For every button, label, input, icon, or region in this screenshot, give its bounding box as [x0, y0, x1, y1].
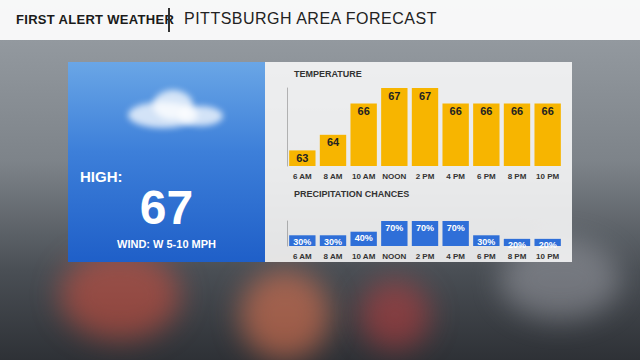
svg-text:66: 66 [511, 105, 523, 117]
svg-text:66: 66 [480, 105, 492, 117]
svg-text:67: 67 [388, 90, 400, 102]
svg-text:70%: 70% [385, 223, 403, 233]
html-text:FIRST ALERT WEATHER: FIRST ALERT WEATHER [16, 12, 175, 27]
html-text:WIND: W 5-10 MPH: WIND: W 5-10 MPH [117, 238, 216, 250]
svg-text:10 PM: 10 PM [536, 172, 559, 181]
svg-text:PRECIPITATION CHANCES: PRECIPITATION CHANCES [294, 189, 409, 199]
svg-text:8 AM: 8 AM [324, 252, 343, 261]
svg-text:66: 66 [450, 105, 462, 117]
svg-text:4 PM: 4 PM [446, 172, 465, 181]
svg-text:63: 63 [296, 152, 308, 164]
html-text:67: 67 [139, 181, 194, 234]
svg-text:10 AM: 10 AM [352, 172, 376, 181]
svg-text:TEMPERATURE: TEMPERATURE [294, 69, 362, 79]
svg-text:64: 64 [327, 136, 340, 148]
svg-text:70%: 70% [416, 223, 434, 233]
svg-text:2 PM: 2 PM [416, 252, 435, 261]
svg-text:6 PM: 6 PM [477, 172, 496, 181]
svg-text:66: 66 [358, 105, 370, 117]
svg-text:6 AM: 6 AM [293, 252, 312, 261]
html-text:PITTSBURGH AREA FORECAST: PITTSBURGH AREA FORECAST [184, 10, 437, 27]
svg-text:8 PM: 8 PM [508, 252, 527, 261]
svg-text:30%: 30% [293, 237, 311, 247]
svg-text:6 AM: 6 AM [293, 172, 312, 181]
svg-text:4 PM: 4 PM [446, 252, 465, 261]
svg-text:30%: 30% [477, 237, 495, 247]
svg-text:8 PM: 8 PM [508, 172, 527, 181]
svg-text:8 AM: 8 AM [324, 172, 343, 181]
svg-text:NOON: NOON [382, 252, 406, 261]
svg-text:70%: 70% [447, 223, 465, 233]
svg-text:2 PM: 2 PM [416, 172, 435, 181]
svg-text:20%: 20% [508, 240, 526, 250]
svg-text:30%: 30% [324, 237, 342, 247]
svg-text:6 PM: 6 PM [477, 252, 496, 261]
svg-text:66: 66 [542, 105, 554, 117]
svg-text:10 AM: 10 AM [352, 252, 376, 261]
svg-text:10 PM: 10 PM [536, 252, 559, 261]
svg-text:40%: 40% [355, 233, 373, 243]
svg-text:20%: 20% [539, 240, 557, 250]
svg-text:NOON: NOON [382, 172, 406, 181]
svg-text:67: 67 [419, 90, 431, 102]
html-text:HIGH:: HIGH: [80, 168, 123, 185]
